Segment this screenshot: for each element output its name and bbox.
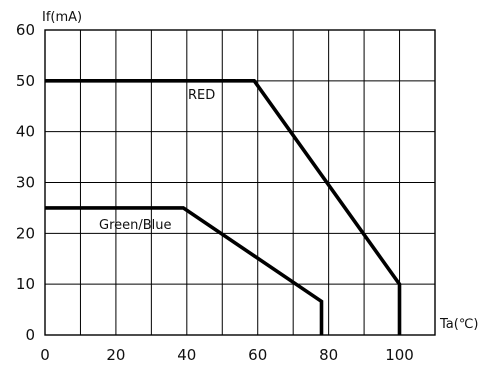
series-lines (45, 79, 402, 335)
x-tick-label-100: 100 (385, 346, 414, 364)
series-line-red (45, 79, 402, 335)
y-tick-label-40: 40 (16, 123, 35, 141)
tick-labels: 0 10 20 30 40 50 60 0 20 40 60 80 100 (16, 21, 414, 364)
plot-frame (44, 29, 436, 336)
y-tick-label-20: 20 (16, 224, 35, 242)
x-axis-label: Ta(℃) (439, 317, 479, 332)
x-tick-label-40: 40 (177, 346, 196, 364)
y-tick-label-0: 0 (25, 326, 35, 344)
series-label-green-blue: Green/Blue (99, 218, 172, 233)
x-tick-label-60: 60 (248, 346, 267, 364)
x-tick-label-20: 20 (106, 346, 125, 364)
series-label-red: RED (188, 88, 215, 103)
series-line-green-blue (45, 206, 324, 335)
y-tick-label-60: 60 (16, 21, 35, 39)
grid (44, 29, 436, 336)
y-tick-label-10: 10 (16, 275, 35, 293)
y-axis-label: If(mA) (42, 10, 82, 25)
y-tick-label-30: 30 (16, 174, 35, 192)
y-tick-label-50: 50 (16, 72, 35, 90)
x-tick-label-0: 0 (40, 346, 50, 364)
x-tick-label-80: 80 (319, 346, 338, 364)
